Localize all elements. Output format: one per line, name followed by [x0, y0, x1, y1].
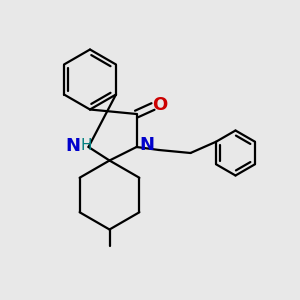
Text: O: O [152, 96, 167, 114]
Text: H: H [80, 138, 92, 153]
Text: N: N [65, 137, 80, 155]
Text: N: N [139, 136, 154, 154]
